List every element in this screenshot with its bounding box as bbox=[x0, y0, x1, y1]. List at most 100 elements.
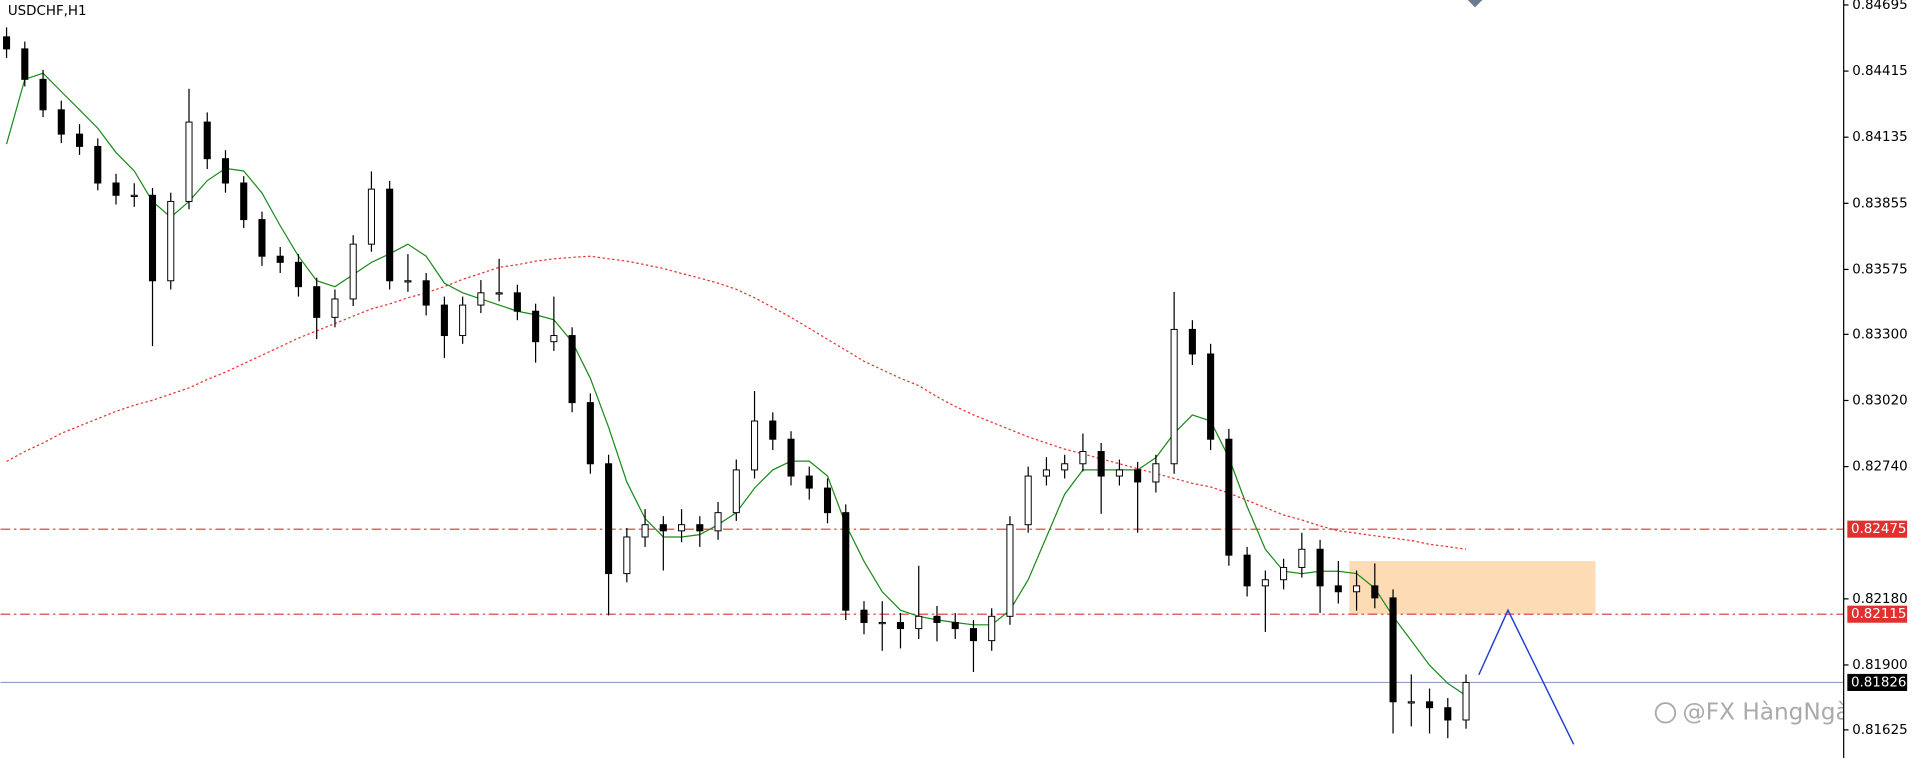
candle-body bbox=[842, 512, 850, 611]
candle-body bbox=[1134, 469, 1142, 483]
y-tick-label: 0.83855 bbox=[1852, 196, 1907, 211]
candle-body bbox=[1462, 681, 1470, 721]
candle-body bbox=[130, 194, 138, 197]
candle-body bbox=[659, 524, 667, 532]
price-tag bbox=[1847, 605, 1908, 623]
candle-body bbox=[185, 121, 193, 202]
y-tick-label: 0.84695 bbox=[1852, 0, 1907, 13]
candle-body bbox=[787, 438, 795, 477]
candle-body bbox=[1316, 548, 1324, 587]
candle-body bbox=[750, 420, 759, 471]
candle-body bbox=[167, 200, 175, 282]
watermark: @FX HàngNgày bbox=[1683, 698, 1864, 725]
candle-body bbox=[823, 487, 832, 514]
candle-body bbox=[860, 609, 868, 623]
candle-body bbox=[1097, 451, 1105, 477]
candle-body bbox=[532, 310, 540, 343]
candle-body bbox=[915, 615, 923, 630]
candle-body bbox=[1371, 585, 1379, 599]
candle-body bbox=[896, 621, 905, 630]
candle-body bbox=[769, 420, 777, 440]
candle-body bbox=[459, 304, 467, 337]
candle-body bbox=[1115, 469, 1123, 477]
chart-title: USDCHF,H1 bbox=[8, 4, 87, 19]
y-tick-label: 0.83020 bbox=[1852, 393, 1907, 408]
moving-average bbox=[6, 255, 1467, 550]
y-tick-label: 0.82180 bbox=[1852, 592, 1907, 607]
candle-body bbox=[1261, 579, 1269, 587]
candle-body bbox=[148, 194, 157, 282]
candle-body bbox=[404, 280, 412, 283]
candle-body bbox=[367, 188, 375, 245]
candle-body bbox=[605, 463, 613, 575]
candle-body bbox=[1006, 524, 1014, 617]
candle-body bbox=[933, 615, 941, 623]
candle-body bbox=[1207, 353, 1215, 440]
candle-body bbox=[386, 188, 394, 282]
candle-body bbox=[1353, 585, 1361, 593]
candle-body bbox=[3, 36, 11, 50]
candle-body bbox=[112, 182, 120, 196]
watermark-logo bbox=[1654, 702, 1677, 724]
candle-body bbox=[276, 255, 284, 263]
price-tag-label: 0.82475 bbox=[1851, 522, 1906, 537]
candle-body bbox=[313, 286, 321, 318]
candle-body bbox=[440, 304, 448, 337]
candle-body bbox=[94, 145, 102, 184]
candle-body bbox=[1170, 328, 1178, 465]
price-tag-label: 0.81826 bbox=[1851, 675, 1906, 690]
candle-body bbox=[696, 524, 704, 532]
candle-body bbox=[39, 78, 47, 111]
candle-body bbox=[1444, 707, 1452, 721]
candle-body bbox=[988, 615, 996, 642]
candle-body bbox=[1334, 585, 1342, 593]
y-tick-label: 0.83575 bbox=[1852, 262, 1907, 277]
candle-body bbox=[331, 298, 339, 318]
candle-body bbox=[1225, 438, 1233, 556]
candle-body bbox=[641, 524, 649, 538]
candle-body bbox=[349, 243, 357, 300]
candle-body bbox=[1042, 469, 1050, 477]
marker bbox=[1467, 0, 1483, 8]
y-tick-label: 0.83300 bbox=[1852, 327, 1907, 342]
candle-body bbox=[1188, 328, 1196, 355]
candle-body bbox=[258, 219, 266, 257]
candle-body bbox=[422, 280, 430, 306]
candle-body bbox=[969, 628, 977, 642]
candle-body bbox=[294, 261, 302, 288]
projection bbox=[1478, 608, 1575, 745]
candle-body bbox=[678, 524, 686, 532]
axis-panel bbox=[1843, 0, 1915, 758]
candle-body bbox=[221, 158, 230, 184]
candle-body bbox=[495, 292, 503, 295]
candle-body bbox=[240, 182, 248, 221]
y-tick-label: 0.81625 bbox=[1852, 723, 1907, 738]
candle-body bbox=[714, 512, 722, 532]
candle-body bbox=[1280, 566, 1288, 581]
candle-body bbox=[1152, 463, 1160, 483]
candle-body bbox=[1243, 554, 1251, 587]
candle-body bbox=[203, 121, 211, 160]
candle-body bbox=[623, 536, 631, 575]
y-tick-label: 0.81900 bbox=[1852, 658, 1907, 673]
candle-body bbox=[878, 621, 886, 625]
candle-body bbox=[1024, 475, 1032, 526]
candle-body bbox=[75, 133, 84, 147]
candle-body bbox=[477, 292, 485, 306]
candle-body bbox=[805, 475, 813, 489]
price-tag bbox=[1847, 673, 1908, 691]
candle-body bbox=[951, 621, 959, 630]
price-tag bbox=[1847, 520, 1908, 538]
candle-body bbox=[1426, 701, 1434, 709]
y-tick-label: 0.82740 bbox=[1852, 460, 1907, 475]
candle-body bbox=[732, 469, 740, 514]
candle-body bbox=[513, 292, 521, 312]
candle-body bbox=[57, 109, 65, 135]
candle-body bbox=[21, 48, 29, 80]
y-tick-label: 0.84135 bbox=[1852, 130, 1907, 145]
candle-body bbox=[550, 335, 558, 343]
candle-body bbox=[586, 402, 594, 465]
price-tag-label: 0.82115 bbox=[1851, 607, 1906, 622]
